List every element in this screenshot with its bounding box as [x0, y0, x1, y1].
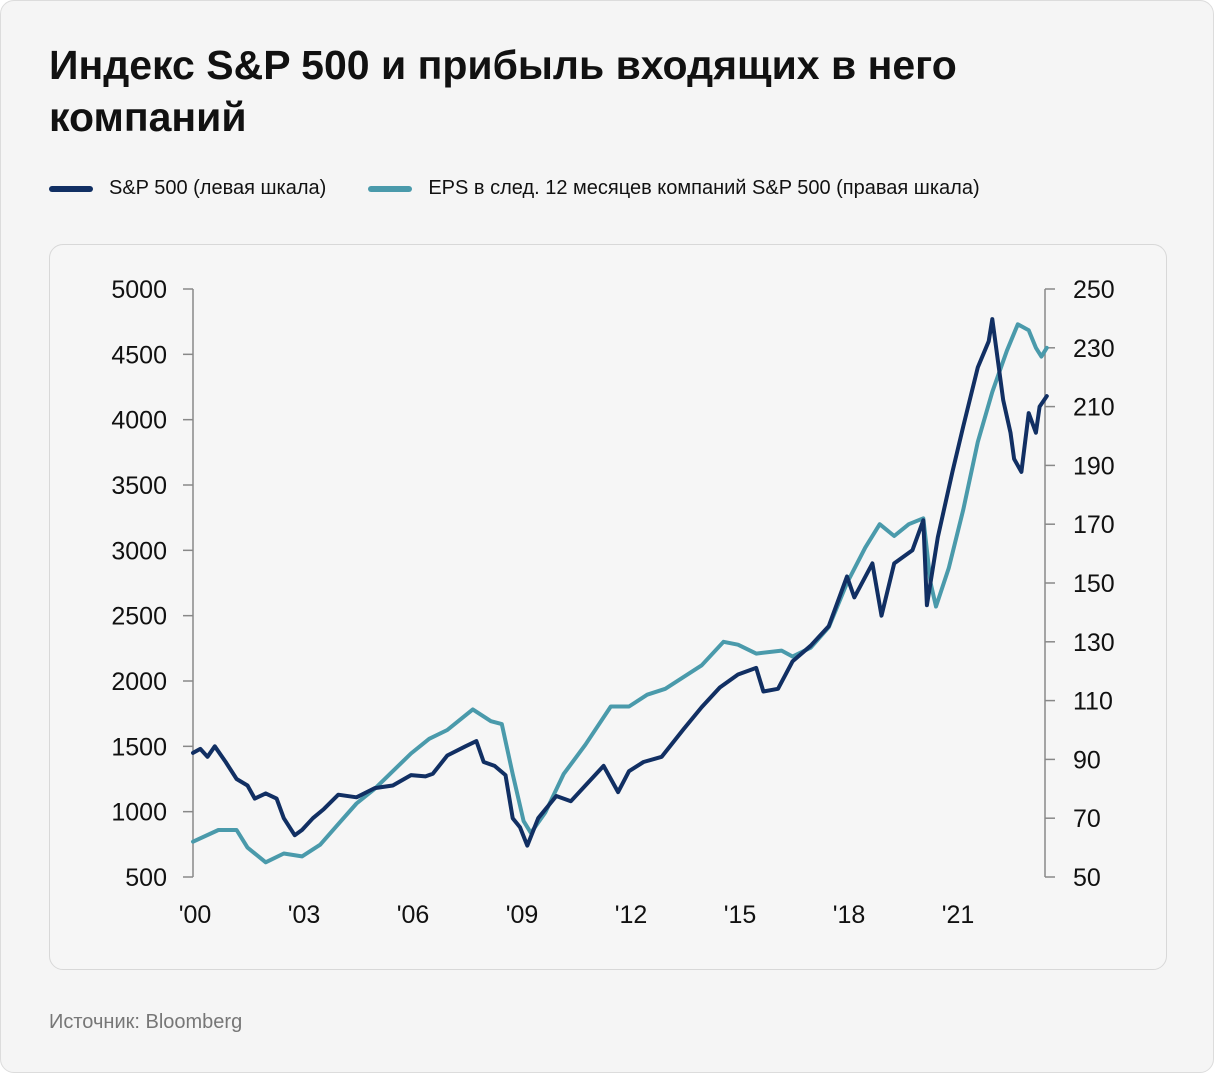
- right-tick-label: 90: [1073, 746, 1101, 774]
- eps-line: [191, 322, 1049, 865]
- x-tick-label: '21: [942, 901, 975, 929]
- right-tick-label: 130: [1073, 629, 1115, 657]
- right-tick-label: 210: [1073, 394, 1115, 422]
- legend: S&P 500 (левая шкала) EPS в след. 12 мес…: [49, 177, 1022, 200]
- left-tick-label: 4000: [111, 407, 167, 435]
- legend-swatch-sp500: [49, 185, 93, 192]
- x-tick-label: '15: [724, 901, 757, 929]
- x-tick-label: '12: [615, 901, 648, 929]
- left-tick-label: 2000: [111, 668, 167, 696]
- sp500-line: [191, 317, 1049, 848]
- left-tick-label: 4500: [111, 341, 167, 369]
- left-tick-label: 2500: [111, 603, 167, 631]
- right-tick-label: 170: [1073, 511, 1115, 539]
- left-tick-label: 3000: [111, 537, 167, 565]
- right-tick-label: 230: [1073, 335, 1115, 363]
- x-tick-label: '18: [833, 901, 866, 929]
- legend-item-sp500: S&P 500 (левая шкала): [49, 177, 326, 200]
- left-tick-label: 500: [125, 864, 167, 892]
- legend-item-eps: EPS в след. 12 месяцев компаний S&P 500 …: [368, 177, 980, 200]
- chart-title: Индекс S&P 500 и прибыль входящих в него…: [49, 42, 957, 140]
- legend-label-eps: EPS в след. 12 месяцев компаний S&P 500 …: [428, 177, 980, 199]
- x-tick-label: '03: [288, 901, 321, 929]
- left-tick-label: 5000: [111, 276, 167, 304]
- left-tick-label: 1000: [111, 799, 167, 827]
- right-tick-label: 250: [1073, 276, 1115, 304]
- right-tick-label: 190: [1073, 452, 1115, 480]
- x-tick-label: '06: [397, 901, 430, 929]
- right-tick-label: 150: [1073, 570, 1115, 598]
- source-note: Источник: Bloomberg: [49, 1011, 243, 1033]
- right-tick-label: 70: [1073, 805, 1101, 833]
- right-tick-label: 50: [1073, 864, 1101, 892]
- x-tick-label: '09: [506, 901, 539, 929]
- x-tick-label: '00: [179, 901, 212, 929]
- left-tick-label: 3500: [111, 472, 167, 500]
- left-tick-label: 1500: [111, 733, 167, 761]
- legend-label-sp500: S&P 500 (левая шкала): [109, 177, 327, 199]
- right-tick-label: 110: [1073, 688, 1113, 716]
- legend-swatch-eps: [368, 185, 413, 192]
